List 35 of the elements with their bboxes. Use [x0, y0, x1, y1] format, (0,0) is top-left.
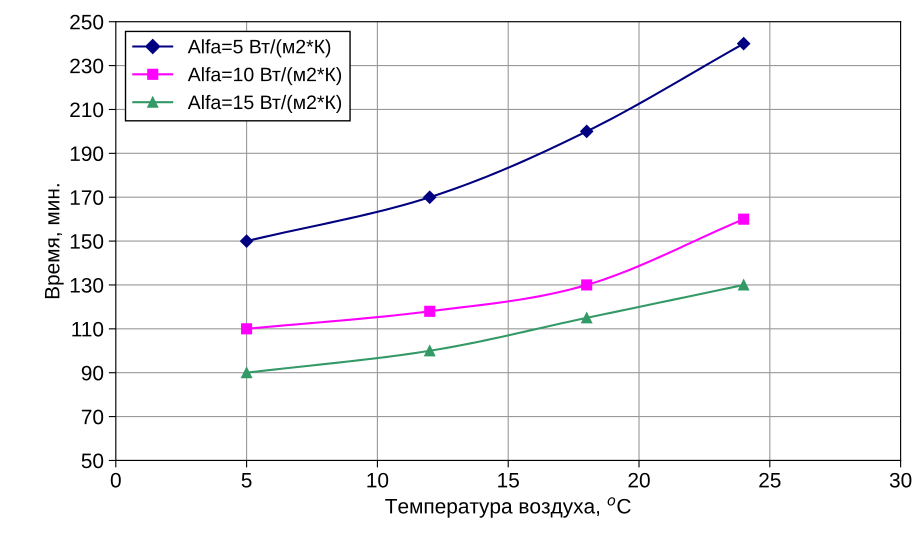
x-tick-label: 5: [242, 473, 252, 488]
y-tick-label: 190: [70, 146, 104, 162]
y-tick-label: 150: [70, 234, 104, 249]
y-tick-label: 50: [82, 453, 104, 468]
y-tick-label: 210: [70, 102, 104, 118]
y-tick-label: 250: [70, 14, 104, 30]
point: [738, 214, 750, 225]
point: [424, 306, 436, 317]
point: [423, 190, 436, 204]
x-axis-title: Температура воздуха, $^{o}$C: [385, 497, 631, 518]
point: [581, 312, 592, 324]
legend-label: Alfa=15 Вт/(м2*К): [188, 94, 342, 114]
x-tick-label: 15: [498, 473, 519, 488]
y-tick-label: 110: [72, 322, 104, 337]
legend-label: Alfa=5 Вт/(м2*К): [188, 39, 330, 58]
y-tick-label: 230: [70, 58, 104, 74]
y-tick-label: 70: [82, 410, 104, 424]
point: [240, 234, 254, 248]
x-tick-label: 0: [110, 472, 121, 488]
y-axis-title: Время, мин.: [45, 184, 64, 298]
y-tick-label: 130: [70, 278, 104, 293]
y-tick-label: 90: [82, 366, 104, 380]
point: [737, 37, 750, 50]
x-tick-label: 20: [628, 472, 650, 488]
point: [580, 124, 594, 138]
point: [581, 279, 592, 291]
x-tick-label: 10: [367, 472, 388, 488]
x-tick-label: 25: [759, 472, 781, 488]
x-tick-label: 30: [890, 472, 912, 488]
point: [241, 367, 252, 378]
point: [424, 345, 436, 356]
legend-label: Alfa=10 Вт/(м2*К): [188, 67, 342, 86]
point: [241, 323, 252, 334]
point: [738, 279, 750, 291]
y-tick-label: 170: [70, 190, 104, 205]
